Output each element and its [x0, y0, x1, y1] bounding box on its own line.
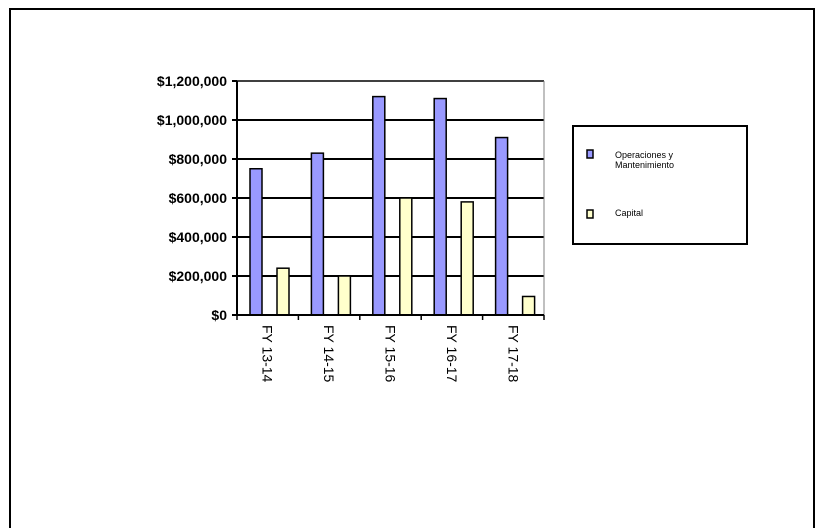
y-tick-label: $600,000: [169, 190, 228, 206]
bar: [249, 168, 263, 316]
bar: [337, 275, 352, 316]
y-tick-label: $200,000: [169, 268, 228, 284]
bar: [494, 136, 509, 316]
legend-label: Mantenimiento: [615, 160, 674, 170]
y-tick-labels: $0 $200,000 $400,000 $600,000 $800,000 $1,000…: [157, 73, 227, 323]
bar: [460, 201, 474, 316]
x-tick-label: FY 17-18: [505, 325, 521, 383]
bar: [310, 152, 325, 316]
y-tick-label: $800,000: [169, 151, 228, 167]
legend-label: Capital: [615, 208, 643, 218]
bar: [521, 295, 536, 316]
legend-swatch: [586, 209, 594, 219]
y-tick-label: $0: [211, 307, 227, 323]
legend-label: Operaciones y: [615, 150, 674, 160]
y-tick-label: $400,000: [169, 229, 228, 245]
legend-swatch: [586, 149, 594, 159]
bar: [276, 267, 290, 316]
bar: [433, 97, 447, 316]
bar: [399, 197, 413, 316]
x-tick-label: FY 16-17: [444, 325, 460, 383]
y-tick-label: $1,200,000: [157, 73, 227, 89]
legend-box: [572, 125, 748, 245]
axes: [232, 80, 545, 320]
bars: [249, 95, 536, 316]
bar: [372, 95, 386, 316]
x-tick-label: FY 13-14: [260, 325, 276, 383]
y-tick-label: $1,000,000: [157, 112, 227, 128]
x-tick-labels: FY 13-14 FY 14-15 FY 15-16 FY 16-17 FY 17-18: [260, 325, 522, 383]
x-tick-label: FY 15-16: [383, 325, 399, 383]
x-tick-label: FY 14-15: [321, 325, 337, 383]
